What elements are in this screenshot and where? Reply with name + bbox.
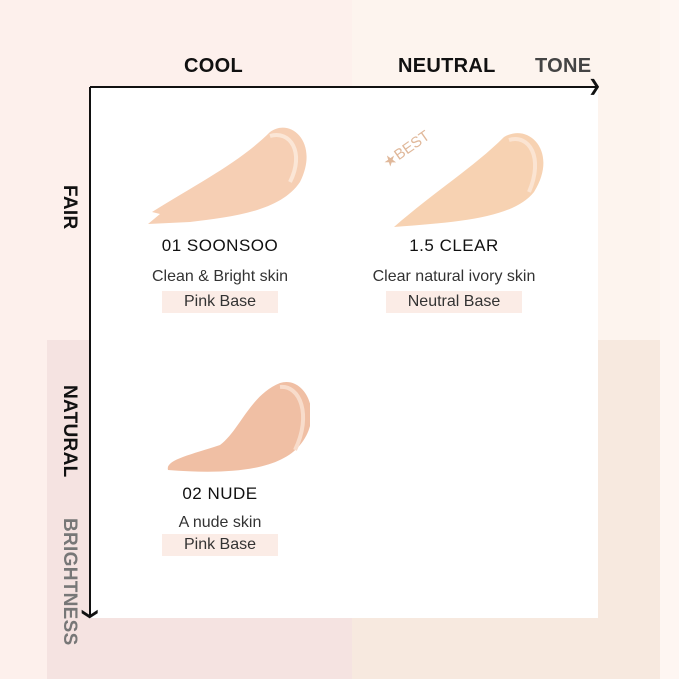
bg-right-strip	[660, 0, 679, 679]
shade-soonsoo[interactable]: 01 SOONSOO Clean & Bright skin Pink Base	[110, 122, 330, 313]
shade-nude[interactable]: 02 NUDE A nude skin Pink Base	[110, 375, 330, 556]
shade-desc: Clear natural ivory skin	[372, 268, 536, 285]
y-label-fair: FAIR	[59, 185, 80, 230]
shade-base-tag: Pink Base	[161, 534, 279, 556]
shade-base-tag: Pink Base	[161, 291, 279, 313]
y-axis-title: BRIGHTNESS	[59, 518, 80, 646]
y-axis	[89, 87, 91, 617]
y-label-natural: NATURAL	[59, 385, 80, 478]
shade-clear[interactable]: 1.5 CLEAR Clear natural ivory skin Neutr…	[344, 122, 564, 313]
swatch-soonsoo	[148, 127, 307, 224]
x-label-cool: COOL	[184, 55, 243, 77]
shade-name: 02 NUDE	[182, 484, 258, 503]
shade-name: 1.5 CLEAR	[409, 236, 499, 255]
shade-base-tag: Neutral Base	[385, 291, 523, 313]
shade-name: 01 SOONSOO	[161, 236, 279, 255]
x-label-neutral: NEUTRAL	[398, 55, 496, 77]
shade-desc: A nude skin	[178, 514, 262, 531]
x-axis	[90, 86, 596, 88]
shade-desc: Clean & Bright skin	[151, 268, 289, 285]
x-axis-arrow-icon: ❯	[588, 78, 602, 95]
y-axis-arrow-icon: ❯	[81, 607, 99, 621]
swatch-nude	[167, 381, 310, 472]
swatch-clear	[394, 133, 544, 227]
x-axis-title: TONE	[535, 55, 592, 77]
